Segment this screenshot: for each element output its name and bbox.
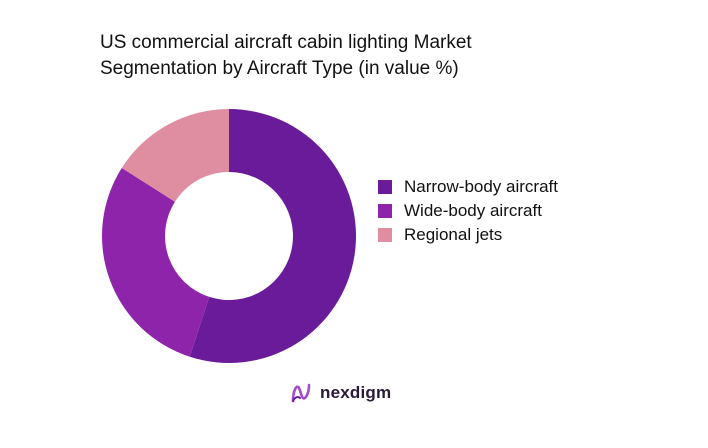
legend-item: Wide-body aircraft (378, 200, 558, 222)
brand-logo: nexdigm (290, 380, 391, 406)
legend-swatch (378, 228, 392, 242)
legend-label: Narrow-body aircraft (404, 177, 558, 196)
chart-legend: Narrow-body aircraft Wide-body aircraft … (378, 176, 558, 248)
legend-swatch (378, 204, 392, 218)
legend-swatch (378, 180, 392, 194)
donut-slice (101, 167, 210, 357)
chart-title-line-1: US commercial aircraft cabin lighting Ma… (100, 32, 472, 53)
nexdigm-logo-icon (291, 383, 311, 403)
legend-label: Regional jets (404, 225, 503, 244)
donut-slice (189, 109, 357, 364)
chart-title: US commercial aircraft cabin lighting Ma… (100, 30, 472, 82)
legend-item: Regional jets (378, 224, 558, 246)
legend-item: Narrow-body aircraft (378, 176, 558, 198)
chart-title-line-2: Segmentation by Aircraft Type (in value … (100, 58, 459, 79)
legend-label: Wide-body aircraft (404, 201, 542, 220)
brand-name: nexdigm (320, 383, 392, 402)
donut-slice (121, 109, 229, 202)
